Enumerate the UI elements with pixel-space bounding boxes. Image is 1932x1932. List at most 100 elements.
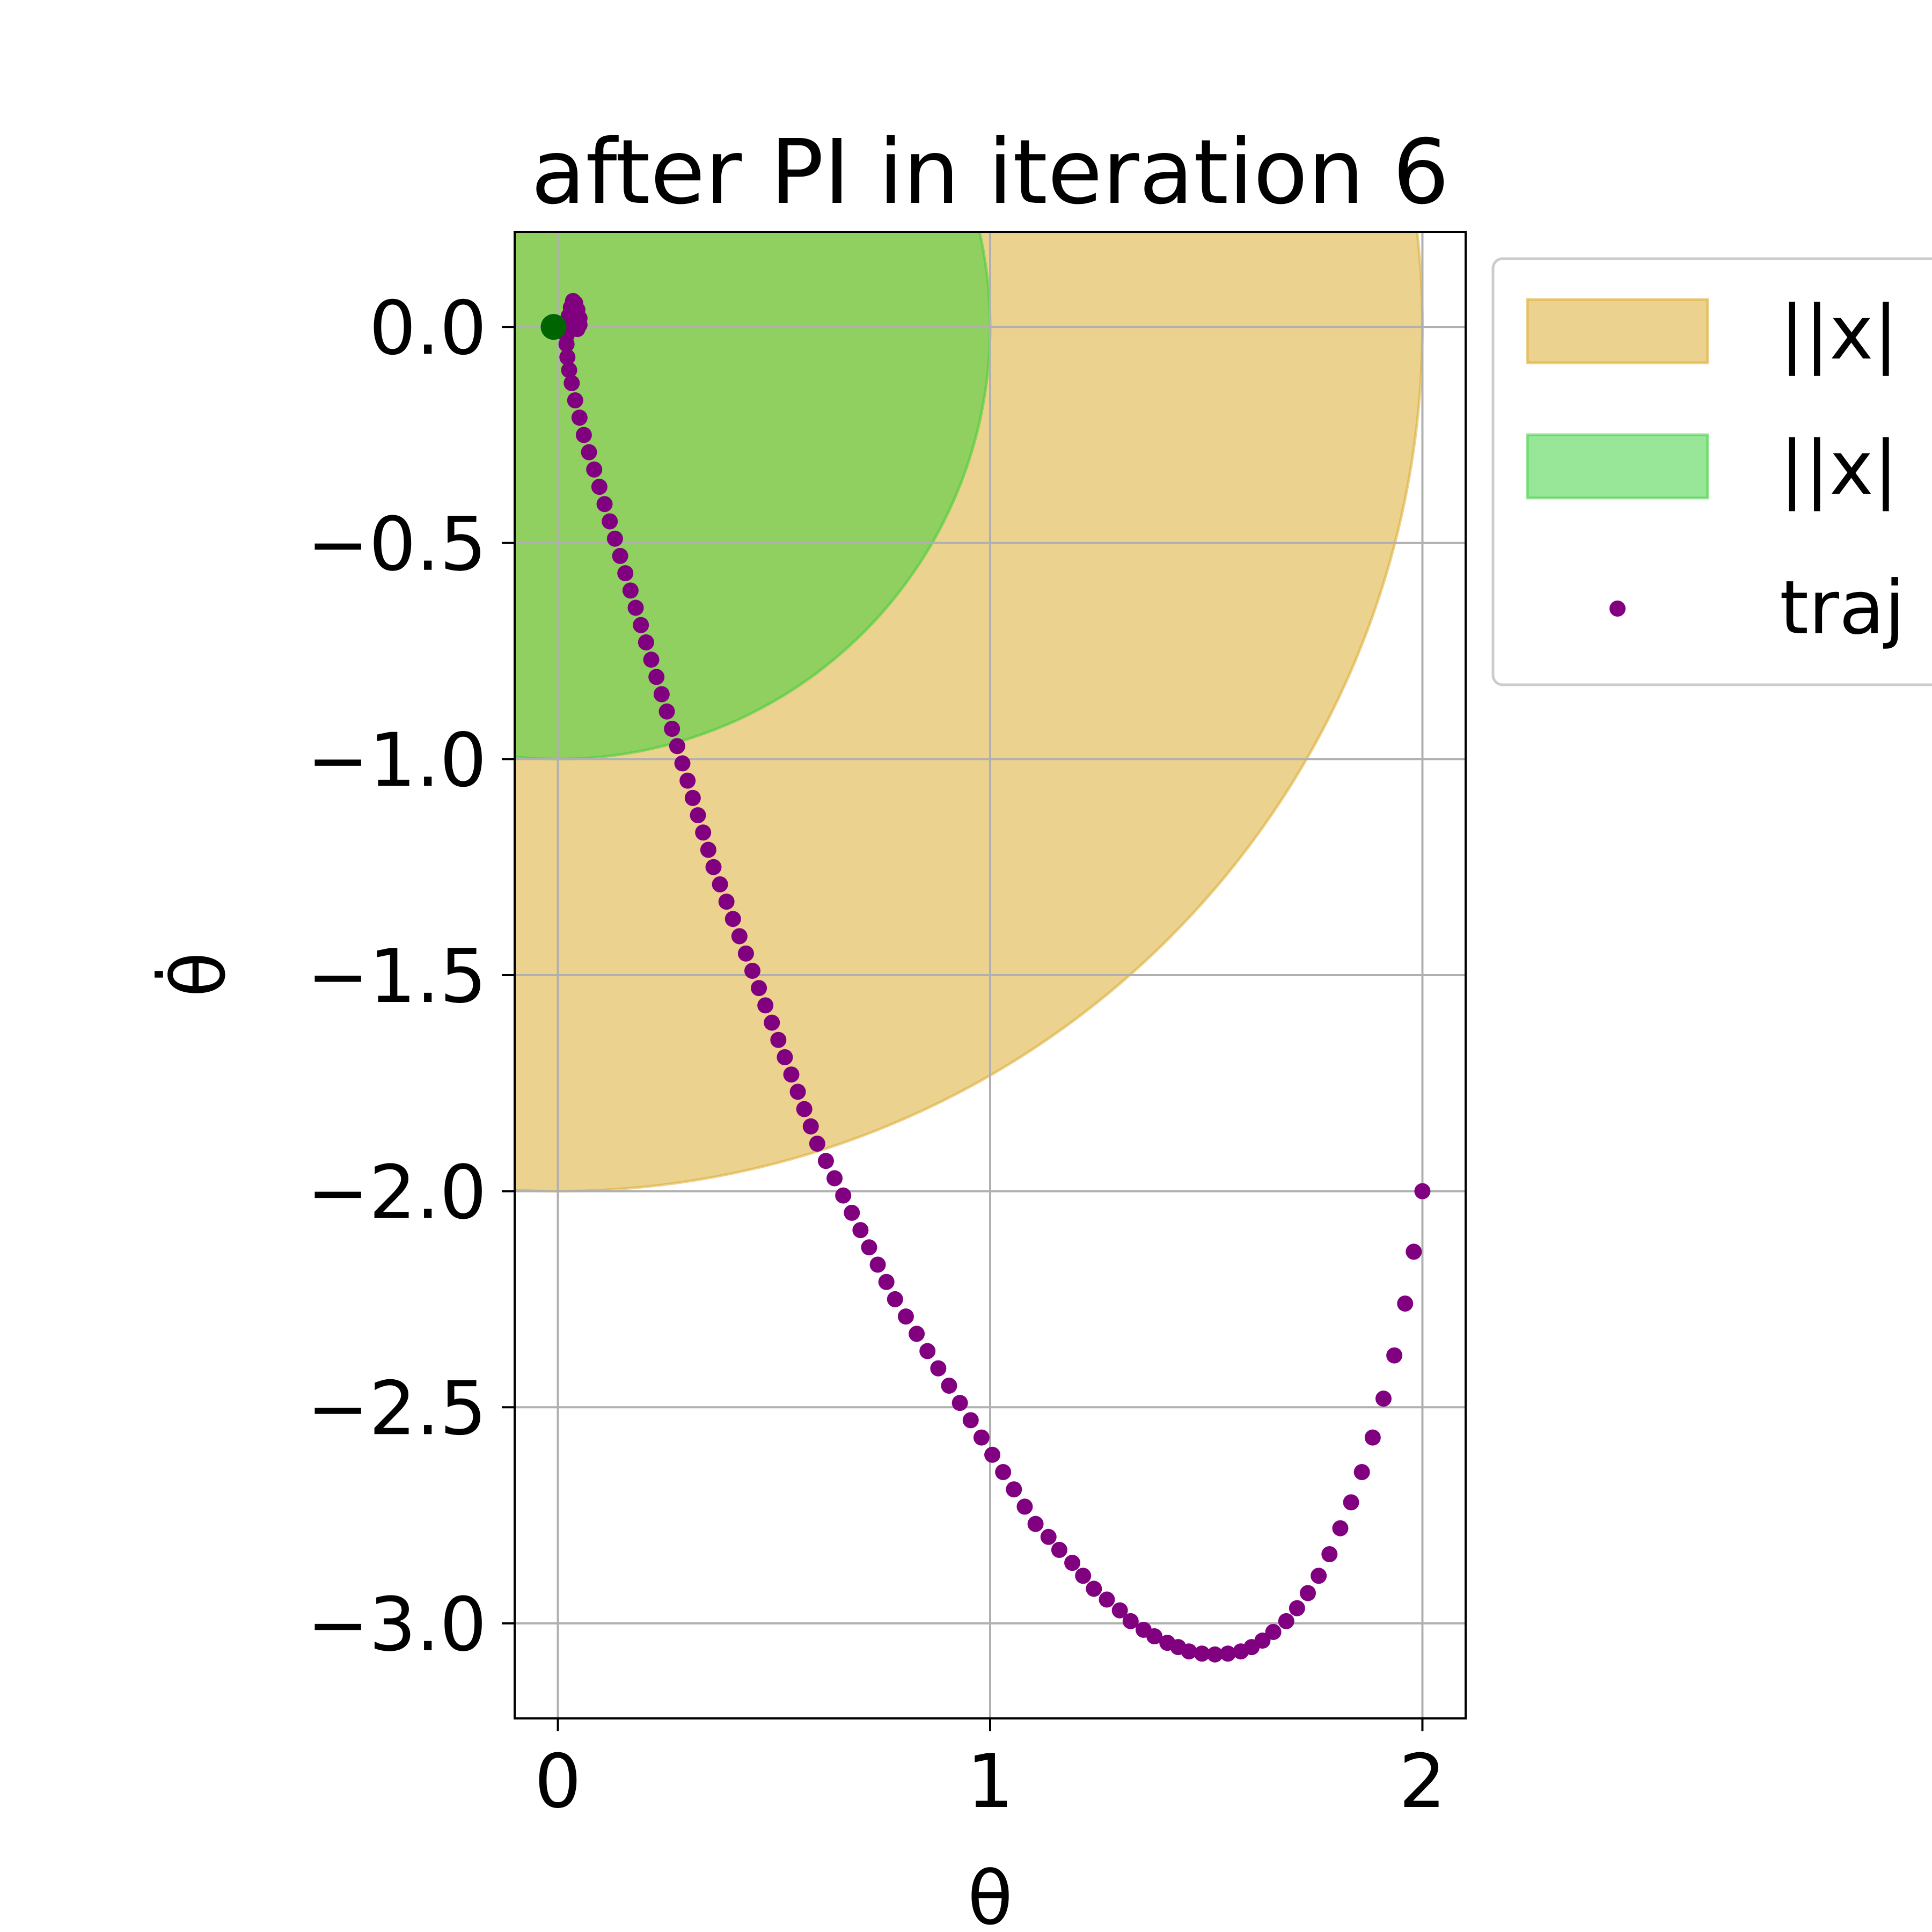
trajectory-point [1075, 1568, 1092, 1584]
trajectory-point [658, 703, 675, 720]
trajectory-point [941, 1377, 957, 1394]
trajectory-point [1300, 1585, 1316, 1601]
trajectory-point [1122, 1613, 1139, 1629]
trajectory-point [684, 789, 701, 806]
trajectory-point [826, 1170, 843, 1187]
legend-label: traj [1780, 565, 1905, 651]
trajectory-point [674, 755, 691, 772]
trajectory-point [575, 427, 592, 443]
trajectory-point [679, 772, 696, 789]
trajectory-point [1343, 1494, 1359, 1511]
trajectory-layer [540, 292, 1431, 1663]
x-tick-label: 1 [967, 1738, 1014, 1825]
y-tick-label: −1.0 [307, 717, 487, 803]
trajectory-point [559, 349, 576, 365]
x-tick-label: 2 [1399, 1738, 1446, 1825]
trajectory-point [695, 824, 712, 841]
grid-layer [515, 232, 1466, 1718]
trajectory-point [586, 461, 603, 478]
trajectory-point [973, 1429, 990, 1446]
trajectory-point [783, 1066, 800, 1083]
trajectory-point [887, 1291, 903, 1307]
trajectory-point [1332, 1520, 1349, 1536]
trajectory-point [633, 617, 649, 633]
trajectory-point [1027, 1516, 1044, 1532]
origin-marker [540, 314, 567, 340]
trajectory-point [817, 1153, 834, 1169]
trajectory-point [690, 807, 706, 824]
trajectory-point [984, 1446, 1001, 1463]
y-tick-label: −3.0 [307, 1582, 487, 1668]
legend-swatch-green [1526, 433, 1709, 500]
trajectory-point [802, 1118, 819, 1135]
trajectory-point [602, 513, 618, 530]
trajectory-point [909, 1326, 925, 1342]
trajectory-point [852, 1222, 869, 1239]
trajectory-point [1414, 1183, 1431, 1199]
trajectory-point [952, 1395, 968, 1411]
trajectory-point [1040, 1528, 1057, 1545]
legend: ||x| ||x| traj [1491, 257, 1932, 686]
trajectory-point [564, 375, 580, 391]
trajectory-point [571, 409, 588, 426]
trajectory-point [731, 928, 748, 945]
trajectory-point [606, 530, 623, 547]
trajectory-point [869, 1256, 886, 1273]
legend-swatch-orange [1526, 298, 1709, 364]
trajectory-point [700, 841, 716, 858]
trajectory-point [796, 1101, 813, 1117]
trajectory-point [1206, 1646, 1223, 1663]
trajectory-point [1311, 1568, 1327, 1584]
trajectory-point [567, 392, 583, 409]
trajectory-point [1006, 1481, 1022, 1498]
trajectory-point [596, 496, 613, 513]
trajectory-point [897, 1308, 914, 1325]
trajectory-point [1278, 1613, 1294, 1629]
trajectory-point [770, 1031, 787, 1048]
trajectory-point [1375, 1391, 1392, 1407]
trajectory-point [1159, 1635, 1176, 1651]
legend-label: ||x| [1780, 425, 1898, 511]
trajectory-point [1099, 1591, 1115, 1608]
chart-title: after PI in iteration 6 [531, 121, 1449, 224]
trajectory-point [1086, 1580, 1102, 1597]
trajectory-point [844, 1204, 860, 1221]
trajectory-point [995, 1464, 1012, 1481]
legend-item: traj [1609, 565, 1905, 651]
trajectory-point [1111, 1602, 1128, 1619]
trajectory-point [835, 1187, 852, 1204]
ticks-layer: 0 1 2 0.0 −0.5 −1.0 −1.5 −2.0 −2.5 −3.0 [307, 285, 1446, 1825]
trajectory-point [565, 314, 582, 331]
trajectory-point [1064, 1555, 1081, 1571]
trajectory-point [777, 1049, 793, 1065]
trajectory-point [591, 479, 608, 495]
trajectory-point [1397, 1295, 1414, 1312]
trajectory-point [1135, 1621, 1152, 1638]
trajectory-point [1051, 1541, 1067, 1558]
trajectory-point [1353, 1464, 1370, 1481]
legend-frame [1491, 257, 1932, 686]
trajectory-point [757, 997, 774, 1014]
y-tick-label: −0.5 [307, 501, 487, 588]
trajectory-point [930, 1360, 947, 1377]
trajectory-point [612, 547, 628, 564]
trajectory-point [1406, 1243, 1422, 1260]
trajectory-point [878, 1274, 895, 1290]
trajectory-point [1364, 1429, 1381, 1446]
y-axis-label: θ̇ [155, 952, 242, 997]
trajectory-point [653, 686, 670, 702]
legend-swatch-dot [1609, 601, 1626, 617]
x-axis-label: θ [968, 1855, 1013, 1932]
x-tick-label: 0 [535, 1738, 582, 1825]
y-tick-label: 0.0 [369, 285, 487, 371]
trajectory-point [581, 444, 597, 460]
legend-item: ||x| [1526, 425, 1898, 511]
y-tick-label: −2.5 [307, 1365, 487, 1452]
trajectory-point [789, 1084, 806, 1100]
y-tick-label: −1.5 [307, 933, 487, 1020]
trajectory-point [627, 599, 644, 616]
trajectory-point [962, 1412, 979, 1429]
trajectory-point [1220, 1645, 1236, 1662]
trajectory-point [643, 652, 660, 668]
